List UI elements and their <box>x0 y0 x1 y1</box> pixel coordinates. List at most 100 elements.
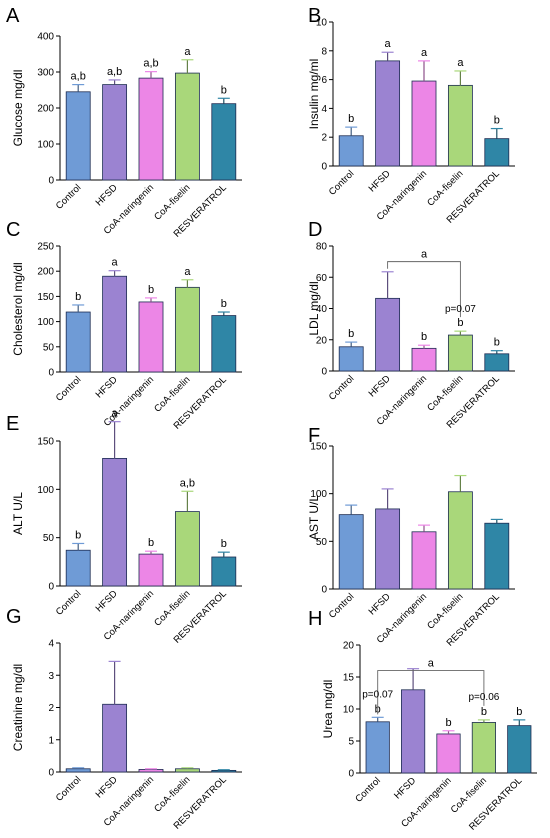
panel-c: C Cholesterol mg/dl 0 50 100 150 200 250 b Contro… <box>6 219 242 432</box>
significance-letter: b <box>421 331 427 343</box>
y-tick-label: 150 <box>310 442 327 453</box>
bar-coa-naringenin <box>138 301 164 373</box>
y-tick-label: 300 <box>37 68 54 79</box>
y-axis-title: Urea mg/dl <box>321 680 335 739</box>
bar-resveratrol <box>507 725 532 774</box>
y-tick-label: 8 <box>321 46 327 57</box>
bar-coa-naringenin <box>138 553 164 587</box>
significance-letter: b <box>148 284 154 296</box>
y-tick-label: 400 <box>37 32 54 43</box>
panel-letter: E <box>6 413 19 435</box>
y-tick-label: 150 <box>37 292 54 303</box>
bar-coa-fiselin <box>174 511 200 587</box>
significance-letter: b <box>221 538 227 550</box>
y-tick-label: 150 <box>37 437 54 448</box>
category-label: Control <box>327 168 356 197</box>
panel-letter: B <box>308 5 321 27</box>
bar-hfsd <box>375 60 401 167</box>
category-label: HFSD <box>94 588 120 614</box>
y-tick-label: 200 <box>37 267 54 278</box>
bar-hfsd <box>102 275 128 373</box>
y-axis-title: Cholesterol mg/dl <box>11 262 25 355</box>
significance-letter: a <box>457 57 464 69</box>
bar-coa-fiselin <box>447 84 473 167</box>
bar-control <box>65 549 91 587</box>
bar-control <box>338 346 364 372</box>
category-label: Control <box>327 373 356 402</box>
y-tick-label: 40 <box>316 304 328 315</box>
bar-control <box>365 721 390 774</box>
significance-letter: b <box>348 113 354 125</box>
panel-letter: D <box>308 219 322 241</box>
y-axis-title: AST U/L <box>307 495 321 540</box>
y-axis-title: Creatinine mg/dl <box>11 664 25 751</box>
bar-hfsd <box>102 457 128 587</box>
y-tick-label: 80 <box>316 242 328 253</box>
y-tick-label: 10 <box>343 705 355 716</box>
significance-letter: a <box>112 257 119 269</box>
panel-letter: G <box>6 606 22 628</box>
y-tick-label: 100 <box>310 489 327 500</box>
y-tick-label: 15 <box>343 673 355 684</box>
bar-hfsd <box>102 84 128 181</box>
significance-letter: a,b <box>180 477 195 489</box>
significance-letter: b <box>221 298 227 310</box>
bar-resveratrol <box>211 103 237 181</box>
significance-letter: a <box>385 38 392 50</box>
significance-letter: a,b <box>143 58 158 70</box>
y-axis-title: Insulin mg/ml <box>307 59 321 130</box>
y-tick-label: 50 <box>43 342 55 353</box>
significance-letter: b <box>148 537 154 549</box>
significance-bracket <box>377 670 485 715</box>
y-tick-label: 20 <box>343 641 355 652</box>
p-value-label: p=0.07 <box>445 304 476 315</box>
bar-coa-naringenin <box>436 733 461 774</box>
y-tick-label: 0 <box>48 176 54 187</box>
y-tick-label: 0 <box>321 162 327 173</box>
significance-letter: a <box>184 266 191 278</box>
y-tick-label: 50 <box>43 533 55 544</box>
bar-coa-fiselin <box>174 72 200 181</box>
significance-letter: b <box>221 84 227 96</box>
category-label: Control <box>54 774 83 803</box>
bar-coa-naringenin <box>138 769 164 773</box>
y-axis-title: LDL mg/dl <box>307 281 321 335</box>
y-tick-label: 20 <box>316 335 328 346</box>
bar-coa-fiselin <box>447 334 473 372</box>
bar-hfsd <box>401 689 426 774</box>
y-tick-label: 0 <box>48 368 54 379</box>
category-label: HFSD <box>367 373 393 399</box>
y-tick-label: 100 <box>37 485 54 496</box>
significance-letter: b <box>494 115 500 127</box>
bar-control <box>338 514 364 590</box>
panel-a: A Glucose mg/dl 0 100 200 300 400 a,b Control a,b… <box>6 5 242 240</box>
category-label: Control <box>353 775 382 804</box>
significance-letter: b <box>445 717 451 729</box>
category-label: Control <box>54 182 83 211</box>
significance-bracket <box>387 261 461 318</box>
bar-control <box>65 768 91 773</box>
bar-control <box>65 91 91 181</box>
p-value-label: p=0.07 <box>362 689 393 700</box>
bar-control <box>65 311 91 373</box>
bracket-letter: a <box>421 249 428 261</box>
panel-letter: H <box>308 608 322 630</box>
category-label: HFSD <box>392 775 418 801</box>
category-label: HFSD <box>367 168 393 194</box>
bar-resveratrol <box>484 138 510 167</box>
y-axis-title: ALT U/L <box>11 492 25 535</box>
significance-letter: b <box>457 317 463 329</box>
y-tick-label: 100 <box>37 140 54 151</box>
bar-resveratrol <box>484 522 510 590</box>
bar-hfsd <box>375 508 401 590</box>
significance-letter: a <box>184 46 191 58</box>
bar-control <box>338 135 364 167</box>
panel-letter: F <box>308 425 320 447</box>
category-label: HFSD <box>94 374 120 400</box>
bar-coa-naringenin <box>411 531 437 590</box>
